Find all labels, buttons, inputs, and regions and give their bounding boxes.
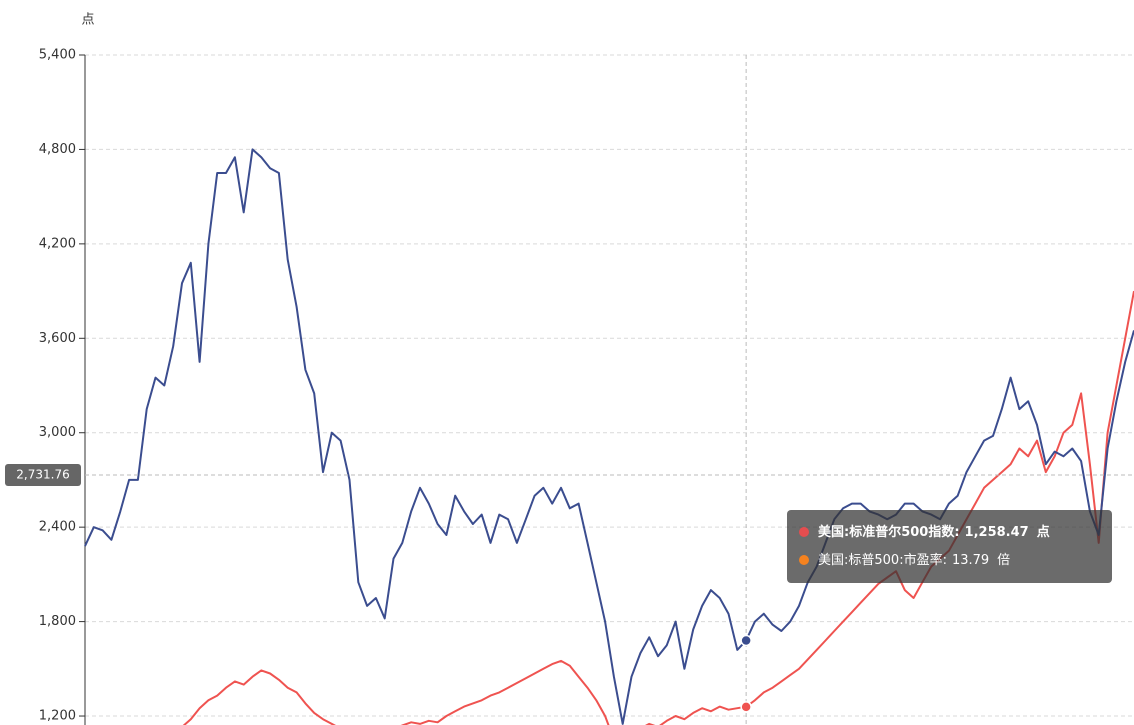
y-tick-label: 1,800 — [39, 614, 76, 629]
tooltip-bg — [787, 510, 1112, 583]
tooltip: 美国:标准普尔500指数: 1,258.47 点美国:标普500:市盈率: 13.79… — [787, 510, 1112, 583]
series-line — [182, 290, 1134, 725]
tooltip-unit: 倍 — [997, 553, 1010, 568]
y-axis-unit: 点 — [81, 13, 94, 28]
y-tick-label: 4,800 — [39, 142, 76, 157]
tooltip-text: 美国:标普500:市盈率: 13.79 倍 — [818, 552, 1010, 568]
y-tick-label: 3,000 — [39, 425, 76, 440]
tooltip-dot — [799, 555, 809, 565]
series-line — [84, 148, 1134, 725]
hover-point — [740, 634, 752, 647]
tooltip-label: 美国:标准普尔500指数: — [818, 524, 960, 540]
y-tick-label: 1,200 — [39, 709, 76, 724]
y-tick-label: 3,600 — [39, 331, 76, 346]
y-tick-label: 2,400 — [39, 520, 76, 535]
tooltip-value-label: 13.79 — [952, 553, 989, 568]
crosshair-label: 2,731.76 — [16, 467, 69, 481]
y-tick-label: 4,200 — [39, 236, 76, 251]
tooltip-dot — [799, 527, 809, 537]
tooltip-label: 美国:标普500:市盈率: — [818, 552, 947, 568]
tooltip-unit: 点 — [1037, 524, 1050, 540]
crosshair-label-bg — [5, 463, 81, 486]
tooltip-value-label: 1,258.47 — [965, 525, 1029, 540]
hover-point — [740, 701, 752, 713]
y-tick-label: 5,400 — [39, 48, 76, 63]
tooltip-text: 美国:标准普尔500指数: 1,258.47 点 — [818, 524, 1050, 540]
